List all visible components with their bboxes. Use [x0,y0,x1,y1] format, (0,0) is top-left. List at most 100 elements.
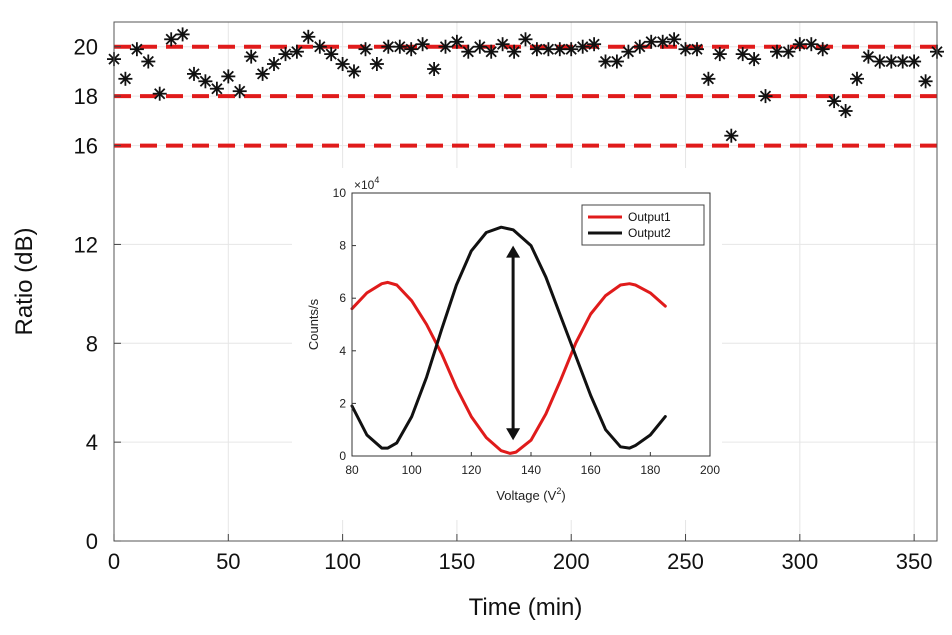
data-point [392,39,407,54]
inset-x-tick-label: 140 [521,463,541,477]
data-point [232,84,247,99]
main-y-tick-label: 12 [74,232,98,257]
data-point [472,39,487,54]
data-point [712,47,727,62]
data-point [598,54,613,69]
inset-x-tick-label: 160 [581,463,601,477]
data-point [198,74,213,89]
arrow-head-down-icon [506,428,521,441]
data-point [667,32,682,47]
main-x-tick-label: 350 [896,549,933,574]
data-point [484,44,499,59]
data-point [655,34,670,49]
main-x-axis-label: Time (min) [469,594,583,621]
data-point [267,57,281,71]
legend-label-output2: Output2 [628,226,671,240]
data-point [907,54,922,69]
main-y-ticks: 0 4 8 12 16 18 20 [74,35,121,554]
arrow-head-up-icon [506,245,521,258]
main-x-tick-label: 100 [324,549,361,574]
inset-series-lines [350,225,667,455]
inset-legend: Output1 Output2 [581,204,705,246]
data-point [187,66,201,81]
data-point [461,44,476,59]
data-point [415,37,430,52]
inset-y-multiplier-base: ×10 [354,178,375,192]
data-point [438,39,453,54]
main-x-tick-label: 250 [667,549,704,574]
data-point [324,47,339,62]
data-point [632,39,647,54]
main-plot-frame [113,21,938,542]
inset-double-arrow [506,245,521,441]
data-point [301,29,316,44]
data-point [804,37,819,52]
data-point [449,34,464,49]
inset-x-axis-label: Voltage (V2) [496,486,565,503]
data-point [552,42,567,57]
data-point [255,66,270,81]
inset-x-tick-label: 80 [345,463,359,477]
data-point [690,42,704,57]
inset-y-ticks: 0 2 4 6 8 10 [333,186,356,463]
main-x-tick-label: 200 [553,549,590,574]
inset-y-tick-label: 2 [339,396,346,410]
series-line-output1 [350,280,667,455]
data-point [575,39,590,54]
data-point [701,71,716,86]
data-point [221,69,236,84]
inset-x-tick-label: 200 [700,463,720,477]
data-point [381,39,396,54]
main-x-tick-label: 0 [108,549,120,574]
inset-x-ticks: 80 100 120 140 160 180 200 [345,452,720,477]
data-point [815,42,830,57]
data-point [312,39,327,54]
main-y-tick-label: 8 [86,331,98,356]
data-point [609,54,624,69]
data-point [369,57,384,71]
data-point [289,44,304,59]
inset-y-axis-label: Counts/s [306,298,321,350]
data-point [518,32,533,47]
main-y-tick-label: 0 [86,529,98,554]
legend-label-output1: Output1 [628,210,671,224]
data-point [427,62,442,76]
inset-y-multiplier-exp: 4 [374,175,379,185]
inset-x-tick-label: 180 [640,463,660,477]
data-point [141,54,156,69]
main-y-tick-label: 4 [86,430,98,455]
inset-y-tick-label: 6 [339,291,346,305]
data-point [747,52,762,67]
data-point [735,47,750,62]
data-point [861,49,876,64]
data-point [827,94,842,109]
inset-x-tick-label: 100 [402,463,422,477]
data-point [850,71,864,86]
main-y-tick-label: 16 [74,134,98,159]
main-y-axis-label: Ratio (dB) [11,227,38,335]
data-point [164,32,179,47]
inset-y-tick-label: 10 [333,186,347,200]
data-point [918,74,933,89]
data-point [838,104,853,118]
data-point [564,42,579,57]
data-point [781,44,796,59]
inset-x-label-main: Voltage (V [496,488,556,503]
data-point [244,49,259,64]
data-point [335,57,350,71]
data-point [175,27,190,42]
main-x-tick-label: 150 [439,549,476,574]
inset-y-tick-label: 8 [339,239,346,253]
main-x-ticks: 0 50 100 150 200 250 300 350 [108,534,933,574]
legend-box [581,204,705,246]
inset-y-tick-label: 0 [339,449,346,463]
data-point [404,42,419,57]
data-point [587,37,602,52]
data-point [152,86,167,101]
data-point [724,128,739,143]
main-x-tick-label: 300 [781,549,818,574]
data-point [495,37,510,52]
data-point [347,64,361,79]
data-point [758,89,773,104]
